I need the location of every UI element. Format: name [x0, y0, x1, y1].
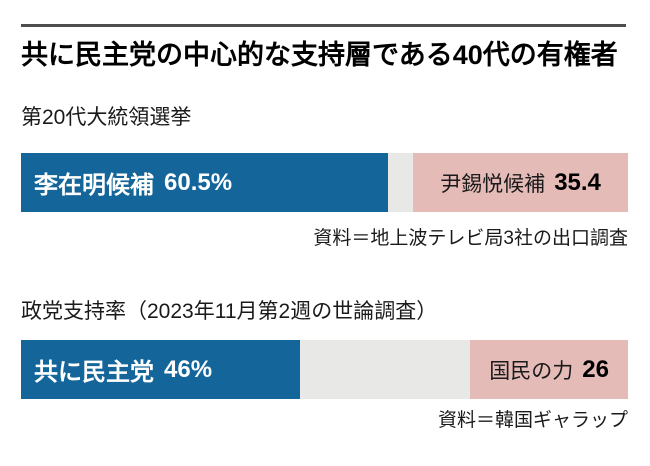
chart1-segment-lee-jae-myung: 李在明候補 60.5%	[21, 153, 389, 212]
chart2-democratic-value: 46%	[164, 355, 213, 383]
chart2-source-note: 資料＝韓国ギャラップ	[437, 410, 628, 431]
chart1-lee-name: 李在明候補	[34, 172, 154, 199]
chart1-title: 第20代大統領選挙	[21, 106, 192, 129]
chart2-bar-gap	[300, 340, 471, 399]
chart2-segment-people-power: 国民の力 26	[470, 340, 628, 399]
chart2-ppp-name: 国民の力	[489, 359, 574, 383]
chart1-source-note: 資料＝地上波テレビ局3社の出口調査	[313, 228, 628, 249]
chart1-segment-yoon-suk-yeol: 尹錫悦候補 35.4	[413, 153, 628, 212]
chart1-lee-value: 60.5%	[164, 168, 233, 196]
title-rule	[21, 24, 626, 27]
chart2-bar-row: 共に民主党 46% 国民の力 26	[21, 340, 628, 399]
chart2-democratic-name: 共に民主党	[34, 359, 154, 386]
chart2-ppp-value: 26	[582, 355, 609, 383]
chart1-yoon-value: 35.4	[554, 168, 601, 196]
chart1-bar-row: 李在明候補 60.5% 尹錫悦候補 35.4	[21, 153, 628, 212]
chart2-segment-democratic-party: 共に民主党 46%	[21, 340, 301, 399]
page-title: 共に民主党の中心的な支持層である40代の有権者	[21, 40, 618, 70]
chart1-yoon-name: 尹錫悦候補	[440, 172, 546, 196]
chart1-bar-gap	[388, 153, 414, 212]
chart2-title: 政党支持率（2023年11月第2週の世論調査）	[21, 300, 438, 323]
